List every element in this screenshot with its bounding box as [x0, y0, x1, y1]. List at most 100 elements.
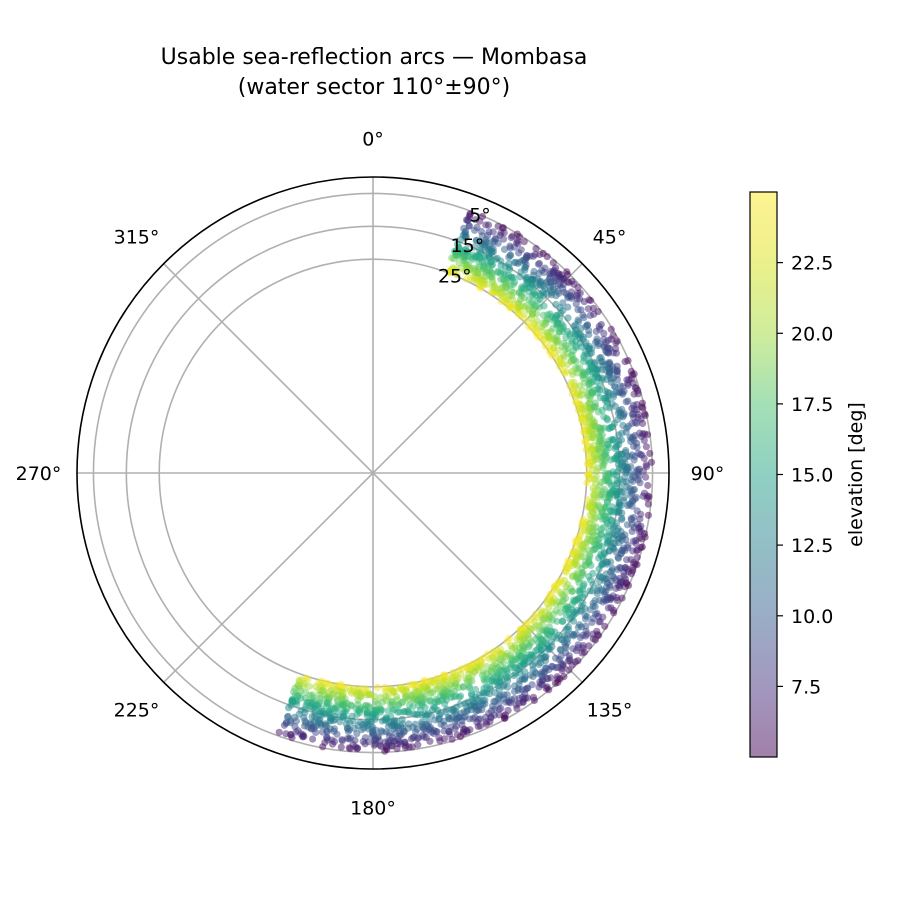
data-point	[589, 498, 597, 506]
data-point	[480, 684, 488, 692]
data-point	[622, 398, 630, 406]
data-point	[644, 500, 653, 508]
data-point	[583, 613, 591, 621]
data-point	[458, 721, 466, 729]
data-point	[610, 382, 619, 390]
data-point	[572, 337, 580, 345]
data-point	[591, 370, 599, 378]
data-point	[468, 691, 476, 699]
data-point	[597, 552, 605, 560]
data-point	[552, 264, 560, 272]
data-point	[420, 725, 428, 733]
data-point	[630, 559, 638, 567]
data-point	[464, 252, 472, 260]
data-point	[545, 623, 553, 631]
data-point	[494, 268, 502, 276]
data-point	[608, 567, 616, 575]
data-point	[491, 649, 499, 657]
data-point	[627, 570, 636, 578]
data-point	[427, 712, 435, 720]
data-point	[541, 321, 549, 329]
data-point	[591, 358, 599, 366]
data-point	[489, 702, 497, 710]
data-point	[344, 727, 352, 736]
data-point	[540, 302, 548, 310]
data-point	[553, 332, 561, 341]
data-point	[384, 707, 392, 715]
colorbar-tick-label: 10.0	[791, 606, 833, 628]
data-point	[557, 646, 565, 654]
data-point	[646, 449, 654, 457]
data-point	[456, 733, 464, 741]
data-point	[496, 655, 504, 663]
data-point	[586, 350, 594, 358]
data-point	[457, 236, 465, 244]
colorbar-gradient	[750, 192, 777, 757]
data-point	[568, 277, 576, 285]
data-point	[574, 623, 582, 631]
data-point	[520, 630, 528, 638]
data-point	[573, 569, 581, 577]
data-point	[632, 467, 641, 475]
data-point	[369, 723, 377, 731]
data-point	[338, 736, 346, 744]
data-point	[459, 683, 467, 691]
data-point	[585, 459, 593, 467]
data-point	[505, 260, 513, 268]
data-point	[541, 657, 550, 665]
data-point	[599, 613, 607, 621]
data-point	[637, 510, 645, 518]
data-point	[486, 655, 494, 663]
data-point	[609, 332, 617, 340]
data-point	[563, 635, 572, 643]
data-point	[599, 361, 607, 369]
data-point	[553, 586, 561, 594]
data-point	[280, 721, 288, 729]
data-point	[440, 676, 448, 684]
data-point	[444, 687, 452, 696]
data-point	[516, 258, 524, 266]
data-point	[534, 260, 543, 268]
data-point	[514, 240, 522, 248]
data-point	[493, 254, 501, 262]
data-point	[585, 296, 593, 304]
data-point	[638, 403, 646, 411]
data-point	[532, 670, 541, 678]
data-point	[572, 399, 580, 407]
data-point	[497, 673, 505, 681]
data-point	[622, 478, 630, 486]
data-point	[446, 730, 454, 738]
data-point	[288, 696, 296, 705]
data-point	[396, 708, 404, 716]
theta-tick-label: 90°	[691, 463, 725, 485]
data-point	[607, 516, 615, 524]
data-point	[462, 245, 470, 253]
data-point	[516, 636, 525, 645]
data-point	[595, 445, 603, 453]
data-point	[553, 617, 561, 625]
data-point	[617, 436, 626, 444]
data-point	[548, 642, 556, 651]
data-point	[614, 467, 622, 476]
data-point	[453, 715, 461, 723]
data-point	[585, 503, 594, 511]
data-point	[587, 561, 595, 570]
data-point	[504, 697, 513, 705]
data-point	[440, 735, 448, 743]
data-point	[392, 693, 401, 701]
data-point	[440, 721, 448, 730]
data-point	[607, 604, 615, 612]
data-point	[525, 323, 533, 331]
data-point	[541, 264, 549, 272]
data-point	[546, 278, 555, 286]
data-point	[642, 443, 651, 451]
data-point	[537, 680, 545, 688]
data-point	[576, 541, 585, 549]
data-point	[604, 344, 612, 352]
data-point	[547, 674, 555, 682]
data-point	[588, 445, 596, 453]
data-point	[588, 618, 596, 627]
data-point	[360, 685, 368, 693]
data-point	[574, 306, 582, 314]
data-point	[582, 627, 590, 635]
